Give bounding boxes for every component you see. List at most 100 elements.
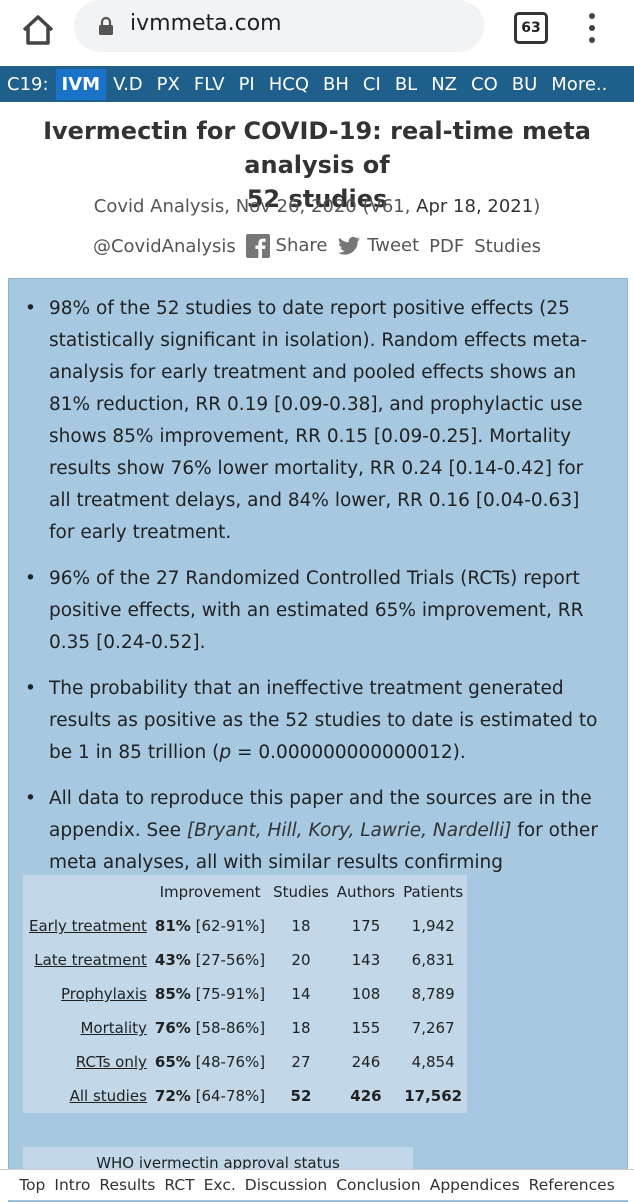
tweet-link[interactable]: Tweet [337, 234, 419, 258]
byline-date: Apr 18, 2021 [416, 196, 534, 217]
authors-cell: 175 [351, 917, 381, 935]
improvement-pct: 81% [154, 917, 191, 935]
improvement-cell: 81% [62-91%] [151, 909, 269, 943]
home-icon[interactable] [18, 10, 58, 50]
improvement-pct: 65% [154, 1053, 191, 1071]
table-row: All studies 72% [64-78%] 52 426 17,562 [23, 1079, 467, 1113]
improvement-pct: 76% [154, 1019, 191, 1037]
url-text: ivmmeta.com [130, 11, 282, 36]
lock-icon [99, 16, 113, 35]
improvement-ci: [62-91%] [195, 917, 266, 935]
improvement-ci: [27-56%] [195, 951, 266, 969]
improvement-pct: 72% [154, 1087, 191, 1105]
table-row: Prophylaxis 85% [75-91%] 14 108 8,789 [23, 977, 467, 1011]
page-title-line2: 52 studies [246, 185, 388, 213]
facebook-icon [245, 234, 270, 258]
row-label-link[interactable]: Prophylaxis [60, 985, 147, 1003]
row-label-link[interactable]: Late treatment [34, 951, 147, 969]
tweet-label: Tweet [367, 235, 420, 256]
summary-bullet-3: The probability that an ineffective trea… [25, 673, 603, 769]
patients-cell: 4,854 [411, 1053, 455, 1071]
section-link-discussion[interactable]: Discussion [244, 1176, 328, 1194]
share-link[interactable]: Share [245, 234, 327, 258]
authors-cell: 143 [351, 951, 381, 969]
more-options-icon[interactable] [582, 10, 602, 46]
header-studies: Studies [273, 883, 329, 901]
nav-item-flv[interactable]: FLV [193, 73, 225, 95]
nav-item-bh[interactable]: BH [323, 73, 349, 95]
authors-cell: 426 [350, 1087, 382, 1105]
nav-item-bl[interactable]: BL [394, 73, 418, 95]
authors-cell: 155 [351, 1019, 381, 1037]
twitter-bird-icon [338, 236, 361, 255]
improvement-ci: [48-76%] [195, 1053, 266, 1071]
studies-link[interactable]: Studies [474, 235, 542, 257]
nav-item-vd[interactable]: V.D [113, 73, 143, 95]
improvement-cell: 85% [75-91%] [151, 977, 269, 1011]
studies-cell: 27 [291, 1053, 311, 1071]
patients-cell: 7,267 [411, 1019, 455, 1037]
table-row: RCTs only 65% [48-76%] 27 246 4,854 [23, 1045, 467, 1079]
byline-prefix: Covid Analysis, Nov 26, 2020 (V61, [93, 196, 417, 217]
improvement-cell: 76% [58-86%] [151, 1011, 269, 1045]
studies-cell: 14 [291, 985, 311, 1003]
section-link-results[interactable]: Results [99, 1176, 156, 1194]
nav-item-px[interactable]: PX [156, 73, 180, 95]
section-link-intro[interactable]: Intro [54, 1176, 91, 1194]
row-label-link[interactable]: All studies [69, 1087, 147, 1105]
nav-item-pi[interactable]: PI [238, 73, 255, 95]
row-label-link[interactable]: Early treatment [29, 917, 147, 935]
improvement-cell: 43% [27-56%] [151, 943, 269, 977]
results-table-header: Improvement Studies Authors Patients [23, 875, 467, 909]
byline-suffix: ) [533, 196, 541, 217]
topic-nav: C19: IVM V.D PX FLV PI HCQ BH CI BL NZ C… [0, 66, 634, 102]
bullet3-text-pre: The probability that an ineffective trea… [49, 678, 598, 763]
improvement-cell: 72% [64-78%] [151, 1079, 269, 1113]
studies-cell: 52 [290, 1087, 312, 1105]
bullet3-text-post: = 0.000000000000012). [231, 742, 466, 763]
improvement-ci: [64-78%] [195, 1087, 266, 1105]
nav-item-bu[interactable]: BU [511, 73, 538, 95]
section-link-exc[interactable]: Exc. [203, 1176, 236, 1194]
nav-item-more[interactable]: More.. [551, 73, 608, 95]
bullet4-text-pre: All data to reproduce this paper and the… [49, 788, 592, 841]
pdf-link[interactable]: PDF [429, 235, 465, 257]
summary-list: 98% of the 52 studies to date report pos… [9, 279, 627, 911]
section-link-conclusion[interactable]: Conclusion [336, 1176, 421, 1194]
bullet3-p-symbol: p [219, 742, 232, 763]
section-link-references[interactable]: References [528, 1176, 615, 1194]
table-row: Early treatment 81% [62-91%] 18 175 1,94… [23, 909, 467, 943]
results-table: Improvement Studies Authors Patients Ear… [23, 875, 468, 1113]
authors-cell: 108 [351, 985, 381, 1003]
browser-toolbar: ivmmeta.com 63 [0, 0, 634, 62]
nav-item-co[interactable]: CO [471, 73, 498, 95]
patients-cell: 8,789 [411, 985, 455, 1003]
summary-bullet-1: 98% of the 52 studies to date report pos… [25, 293, 603, 549]
page-title: Ivermectin for COVID-19: real-time meta … [0, 114, 634, 216]
section-nav: Top Intro Results RCT Exc. Discussion Co… [0, 1169, 634, 1200]
header-blank [23, 875, 151, 909]
page-title-line1: Ivermectin for COVID-19: real-time meta … [43, 117, 591, 179]
improvement-cell: 65% [48-76%] [151, 1045, 269, 1079]
nav-item-nz[interactable]: NZ [431, 73, 457, 95]
header-patients: Patients [403, 883, 464, 901]
byline: Covid Analysis, Nov 26, 2020 (V61, Apr 1… [0, 196, 634, 217]
row-label-link[interactable]: Mortality [80, 1019, 147, 1037]
section-link-rct[interactable]: RCT [164, 1176, 195, 1194]
row-label-link[interactable]: RCTs only [75, 1053, 147, 1071]
header-authors: Authors [336, 883, 396, 901]
nav-item-ci[interactable]: CI [362, 73, 381, 95]
studies-cell: 18 [291, 917, 311, 935]
nav-item-ivm[interactable]: IVM [55, 68, 107, 100]
patients-cell: 17,562 [404, 1087, 463, 1105]
studies-cell: 18 [291, 1019, 311, 1037]
tab-count-button[interactable]: 63 [514, 12, 548, 44]
section-link-top[interactable]: Top [19, 1176, 46, 1194]
other-meta-analyses-links[interactable]: [Bryant, Hill, Kory, Lawrie, Nardelli] [186, 820, 512, 841]
studies-cell: 20 [291, 951, 311, 969]
url-bar[interactable]: ivmmeta.com [74, 0, 484, 52]
section-link-appendices[interactable]: Appendices [429, 1176, 520, 1194]
nav-item-hcq[interactable]: HCQ [268, 73, 310, 95]
summary-bullet-2: 96% of the 27 Randomized Controlled Tria… [25, 563, 603, 659]
twitter-handle-link[interactable]: @CovidAnalysis [92, 235, 236, 257]
